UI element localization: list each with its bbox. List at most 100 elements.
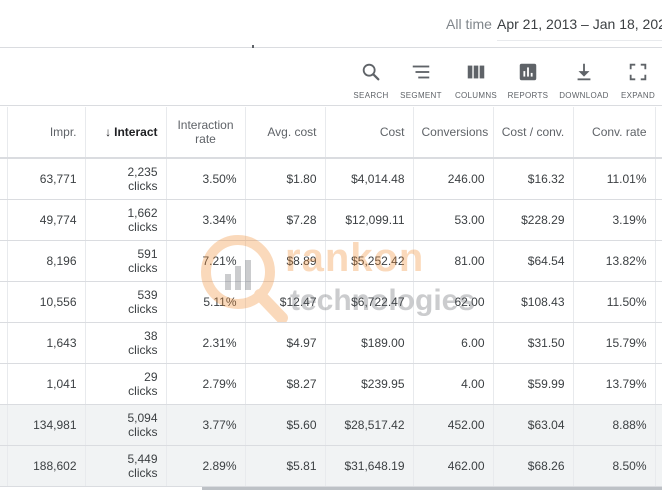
date-range-label: All time [446, 16, 492, 32]
row-edge-left [0, 445, 8, 487]
total-row: 134,981 5,094 clicks 3.77% $5.60 $28,517.42 45… [0, 404, 662, 446]
cell-impr: 49,774 [7, 199, 86, 241]
cell-cost: $28,517.42 [325, 404, 414, 446]
cell-cost: $12,099.11 [325, 199, 414, 241]
interactions-count: 539 [137, 287, 158, 302]
horizontal-scrollbar[interactable] [202, 487, 662, 490]
cell-interactions: 5,094 clicks [85, 404, 167, 446]
cell-conversions: 81.00 [413, 240, 494, 282]
cell-conversions: 246.00 [413, 158, 494, 200]
download-icon [577, 63, 591, 81]
download-label: DOWNLOAD [559, 91, 609, 100]
cell-impr: 1,041 [7, 363, 86, 405]
cell-avg-cost: $1.80 [245, 158, 326, 200]
segment-button[interactable]: SEGMENT [393, 61, 449, 100]
row-edge-right [655, 158, 662, 200]
interactions-count: 5,094 [127, 410, 158, 425]
expand-icon [629, 63, 647, 81]
cell-conversions: 462.00 [413, 445, 494, 487]
column-header-conversions[interactable]: Conversions [413, 107, 494, 159]
segment-icon [412, 65, 430, 79]
table-row: 63,771 2,235 clicks 3.50% $1.80 $4,014.48 246.… [0, 158, 662, 200]
cell-conv-rate: 15.79% [573, 322, 656, 364]
cell-interaction-rate: 5.11% [166, 281, 246, 323]
column-header-interactions[interactable]: ↓ Interact [85, 107, 167, 159]
cell-interactions: 539 clicks [85, 281, 167, 323]
search-label: SEARCH [353, 91, 389, 100]
download-button[interactable]: DOWNLOAD [556, 61, 612, 100]
column-header-cost-per-conv[interactable]: Cost / conv. [493, 107, 574, 159]
columns-icon [467, 65, 485, 79]
row-edge-right [655, 199, 662, 241]
table-body: 63,771 2,235 clicks 3.50% $1.80 $4,014.48 246.… [0, 158, 662, 487]
row-edge-right [655, 322, 662, 364]
cell-avg-cost: $4.97 [245, 322, 326, 364]
column-header-interaction-rate[interactable]: Interaction rate [166, 107, 246, 159]
interactions-unit: clicks [128, 342, 158, 357]
interactions-count: 591 [137, 246, 158, 261]
cell-interaction-rate: 3.50% [166, 158, 246, 200]
cell-cost: $189.00 [325, 322, 414, 364]
row-edge-left [0, 240, 8, 282]
table-row: 49,774 1,662 clicks 3.34% $7.28 $12,099.11 53.… [0, 199, 662, 241]
search-icon [362, 63, 380, 81]
cell-conv-rate: 11.01% [573, 158, 656, 200]
expand-button[interactable]: EXPAND [610, 61, 662, 100]
cell-conversions: 62.00 [413, 281, 494, 323]
cell-impr: 8,196 [7, 240, 86, 282]
cell-interaction-rate: 3.34% [166, 199, 246, 241]
row-edge-right [655, 240, 662, 282]
cell-conv-rate: 8.88% [573, 404, 656, 446]
interactions-count: 5,449 [127, 451, 158, 466]
cell-cost: $31,648.19 [325, 445, 414, 487]
table-row: 8,196 591 clicks 7.21% $8.89 $5,252.42 81.00 $6… [0, 240, 662, 282]
cell-interactions: 1,662 clicks [85, 199, 167, 241]
cell-avg-cost: $5.60 [245, 404, 326, 446]
column-header-cost[interactable]: Cost [325, 107, 414, 159]
performance-table: Impr. ↓ Interact Interaction rate Avg. co… [0, 107, 662, 487]
date-bar: All time Apr 21, 2013 – Jan 18, 2021 [0, 0, 662, 48]
cell-conversions: 452.00 [413, 404, 494, 446]
segment-label: SEGMENT [400, 91, 442, 100]
cell-interaction-rate: 2.31% [166, 322, 246, 364]
table-row: 10,556 539 clicks 5.11% $12.47 $6,722.47 62.00… [0, 281, 662, 323]
cell-interaction-rate: 2.89% [166, 445, 246, 487]
cell-cost: $5,252.42 [325, 240, 414, 282]
row-edge-right [655, 445, 662, 487]
cell-cost: $4,014.48 [325, 158, 414, 200]
sort-arrow-icon: ↓ [105, 125, 112, 139]
cell-conv-rate: 8.50% [573, 445, 656, 487]
cell-interactions: 29 clicks [85, 363, 167, 405]
cell-conversions: 53.00 [413, 199, 494, 241]
cell-avg-cost: $7.28 [245, 199, 326, 241]
columns-button[interactable]: COLUMNS [448, 61, 504, 100]
table-header-row: Impr. ↓ Interact Interaction rate Avg. co… [0, 107, 662, 159]
cell-impr: 10,556 [7, 281, 86, 323]
cell-interaction-rate: 7.21% [166, 240, 246, 282]
interactions-unit: clicks [128, 465, 158, 480]
interactions-unit: clicks [128, 301, 158, 316]
column-header-interactions-label: Interact [114, 125, 158, 139]
cell-impr: 188,602 [7, 445, 86, 487]
interactions-count: 38 [144, 328, 158, 343]
cell-interactions: 591 clicks [85, 240, 167, 282]
interactions-unit: clicks [128, 219, 158, 234]
column-header-impr[interactable]: Impr. [7, 107, 86, 159]
search-button[interactable]: SEARCH [343, 61, 399, 100]
row-edge-left [0, 404, 8, 446]
cell-interaction-rate: 2.79% [166, 363, 246, 405]
row-edge-left [0, 199, 8, 241]
date-range-picker[interactable]: Apr 21, 2013 – Jan 18, 2021 [497, 16, 662, 32]
header-edge-left [0, 107, 8, 159]
cell-cost-per-conv: $108.43 [493, 281, 574, 323]
cell-interactions: 5,449 clicks [85, 445, 167, 487]
divider-tick [252, 45, 254, 48]
column-header-avg-cost[interactable]: Avg. cost [245, 107, 326, 159]
reports-label: REPORTS [507, 91, 549, 100]
row-edge-right [655, 363, 662, 405]
reports-button[interactable]: REPORTS [500, 61, 556, 100]
cell-cost-per-conv: $63.04 [493, 404, 574, 446]
cell-avg-cost: $5.81 [245, 445, 326, 487]
cell-avg-cost: $8.89 [245, 240, 326, 282]
column-header-conv-rate[interactable]: Conv. rate [573, 107, 656, 159]
